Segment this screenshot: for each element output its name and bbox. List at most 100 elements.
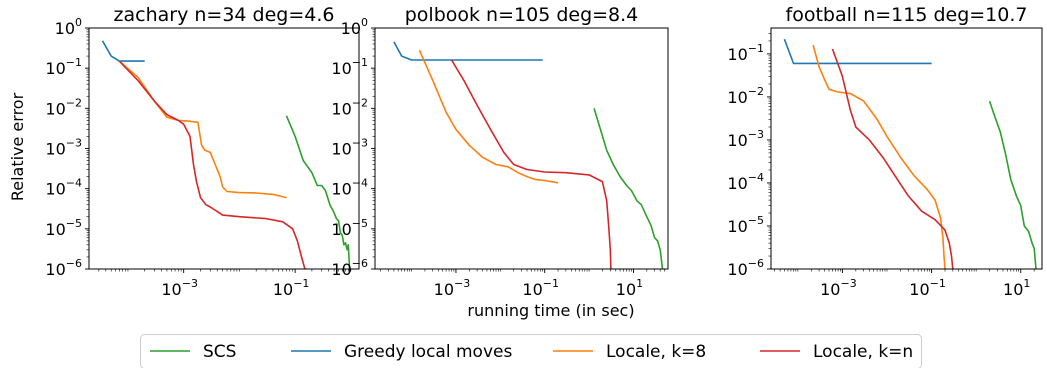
series-line-locale-k-8	[812, 44, 946, 269]
legend-item-locale-kn: Locale, k=n	[760, 342, 913, 362]
y-tick-label-base: 10	[55, 19, 75, 38]
legend-label-scs: SCS	[203, 342, 236, 362]
y-tick-label: 100	[341, 16, 368, 38]
series-line-locale-k-n	[450, 59, 612, 269]
legend-label-locale-kn: Locale, k=n	[813, 342, 913, 362]
y-tick-label: 10−4	[727, 171, 764, 193]
y-tick-label-exponent: −3	[352, 137, 368, 150]
y-tick-label-base: 10	[727, 260, 747, 279]
series-line-greedy-local-moves	[783, 38, 932, 65]
y-tick-label-exponent: −4	[66, 177, 82, 190]
y-tick-label: 10−3	[331, 137, 368, 159]
y-tick-label: 10−2	[331, 96, 368, 118]
x-tick-label-exponent: −3	[454, 277, 470, 290]
y-tick-label-base: 10	[331, 59, 351, 78]
series-line-greedy-local-moves	[101, 40, 145, 62]
y-tick-label: 10−5	[727, 214, 764, 236]
y-tick-label: 10−1	[727, 42, 764, 64]
y-tick-label-exponent: −6	[66, 257, 82, 270]
y-tick-label: 10−1	[331, 56, 368, 78]
y-tick-label-exponent: 0	[361, 16, 368, 29]
plot-frame	[770, 27, 1043, 270]
legend-item-scs: SCS	[150, 342, 236, 362]
x-tick-label: 101	[616, 277, 643, 299]
y-tick-label-base: 10	[45, 59, 65, 78]
y-tick-label-base: 10	[331, 140, 351, 159]
x-tick-label-base: 10	[434, 280, 454, 299]
chart-panel-3: football n=115 deg=10.710−110−210−310−41…	[727, 4, 1043, 299]
y-tick-label: 10−5	[45, 217, 82, 239]
y-tick-label: 10−1	[45, 56, 82, 78]
series-line-scs	[285, 115, 351, 269]
y-tick-label-base: 10	[45, 220, 65, 239]
x-axis-label: running time (in sec)	[467, 301, 634, 320]
y-tick-label: 10−3	[727, 128, 764, 150]
y-tick-label: 10−4	[331, 177, 368, 199]
y-tick-label: 10−5	[331, 217, 368, 239]
y-tick-label-exponent: −1	[352, 56, 368, 69]
y-tick-label-exponent: −2	[748, 85, 764, 98]
x-tick-label-base: 10	[820, 280, 840, 299]
x-tick-label-base: 10	[273, 280, 293, 299]
legend-item-greedy: Greedy local moves	[291, 342, 512, 362]
legend-frame	[140, 334, 922, 369]
y-tick-label-base: 10	[331, 99, 351, 118]
series-line-locale-k-n	[831, 48, 954, 269]
y-tick-label-exponent: −3	[748, 128, 764, 141]
y-tick-label-exponent: −6	[748, 257, 764, 270]
y-tick-label-exponent: −4	[352, 177, 368, 190]
legend-item-locale-k8: Locale, k=8	[553, 342, 706, 362]
plot-frame	[374, 27, 669, 270]
series-line-locale-k-8	[118, 60, 287, 199]
y-tick-label: 10−6	[727, 257, 764, 279]
x-tick-label-base: 10	[161, 280, 181, 299]
series-line-greedy-local-moves	[393, 41, 543, 61]
x-tick-label: 10−3	[161, 277, 198, 299]
plot-frame	[88, 27, 360, 270]
x-tick-label: 10−1	[273, 277, 310, 299]
y-tick-label-exponent: −6	[352, 257, 368, 270]
y-tick-label: 10−6	[45, 257, 82, 279]
chart-title: polbook n=105 deg=8.4	[405, 4, 639, 26]
y-tick-label-base: 10	[45, 140, 65, 159]
y-tick-label-exponent: −5	[66, 217, 82, 230]
x-tick-label: 10−3	[820, 277, 857, 299]
y-tick-label: 10−2	[45, 96, 82, 118]
chart-panel-2: polbook n=105 deg=8.410010−110−210−310−4…	[331, 4, 669, 299]
x-tick-label: 101	[1003, 277, 1030, 299]
series-line-scs	[593, 108, 664, 269]
legend-label-greedy: Greedy local moves	[344, 342, 512, 362]
y-tick-label-base: 10	[341, 19, 361, 38]
y-tick-label: 10−6	[331, 257, 368, 279]
chart-title: football n=115 deg=10.7	[786, 4, 1028, 26]
x-tick-label-base: 10	[616, 280, 636, 299]
y-tick-label-exponent: −5	[748, 214, 764, 227]
y-tick-label-base: 10	[331, 220, 351, 239]
chart-title: zachary n=34 deg=4.6	[114, 4, 335, 26]
x-tick-label-exponent: −1	[930, 277, 946, 290]
legend: SCS Greedy local moves Locale, k=8 Local…	[140, 334, 922, 369]
series-line-locale-k-n	[118, 60, 306, 269]
y-tick-label-base: 10	[727, 88, 747, 107]
y-tick-label-exponent: −4	[748, 171, 764, 184]
chart-panel-1: zachary n=34 deg=4.610010−110−210−310−41…	[45, 4, 360, 299]
y-tick-label-base: 10	[727, 174, 747, 193]
x-tick-label-exponent: 1	[1023, 277, 1030, 290]
y-tick-label-exponent: −2	[352, 96, 368, 109]
y-tick-label-base: 10	[45, 99, 65, 118]
x-tick-label-base: 10	[522, 280, 542, 299]
series-line-scs	[988, 100, 1037, 269]
x-tick-label-exponent: 1	[636, 277, 643, 290]
x-tick-label: 10−3	[434, 277, 471, 299]
y-tick-label-exponent: −1	[66, 56, 82, 69]
x-tick-label-exponent: −1	[543, 277, 559, 290]
y-tick-label: 100	[55, 16, 82, 38]
series-line-locale-k-8	[418, 49, 559, 184]
y-tick-label-base: 10	[45, 180, 65, 199]
y-tick-label-base: 10	[45, 260, 65, 279]
x-tick-label-base: 10	[1003, 280, 1023, 299]
y-tick-label: 10−3	[45, 137, 82, 159]
y-tick-label-exponent: −3	[66, 137, 82, 150]
x-tick-label: 10−1	[522, 277, 559, 299]
